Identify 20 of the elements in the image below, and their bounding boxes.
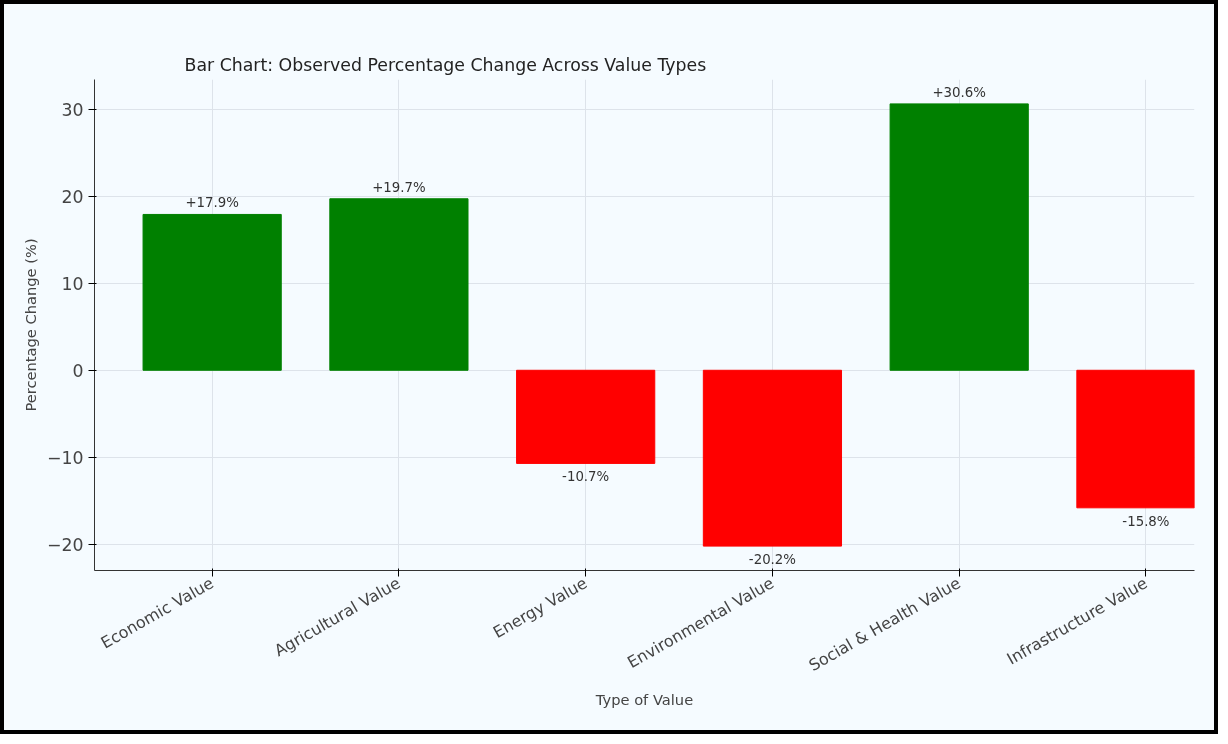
y-tick-label: 20: [61, 186, 84, 207]
data-label: +30.6%: [932, 84, 986, 100]
y-axis-title: Percentage Change (%): [21, 238, 39, 412]
data-label: +17.9%: [185, 195, 239, 211]
y-tick-label: 30: [61, 99, 84, 120]
bar: [516, 369, 656, 464]
bar: [889, 103, 1029, 371]
data-label: -10.7%: [562, 469, 610, 485]
bar: [702, 369, 843, 547]
data-label: -15.8%: [1122, 513, 1170, 529]
data-label: -20.2%: [748, 552, 797, 568]
x-axis-title: Type of Value: [594, 691, 694, 709]
y-tick-label: 0: [72, 360, 84, 381]
bar: [329, 198, 469, 371]
data-label: +19.7%: [372, 179, 426, 195]
chart-title: Bar Chart: Observed Percentage Change Across Value Types: [184, 54, 707, 75]
bar: [142, 213, 282, 371]
y-tick-label: −20: [46, 534, 84, 555]
y-tick-label: 10: [61, 273, 84, 294]
y-tick-label: −10: [46, 447, 84, 468]
